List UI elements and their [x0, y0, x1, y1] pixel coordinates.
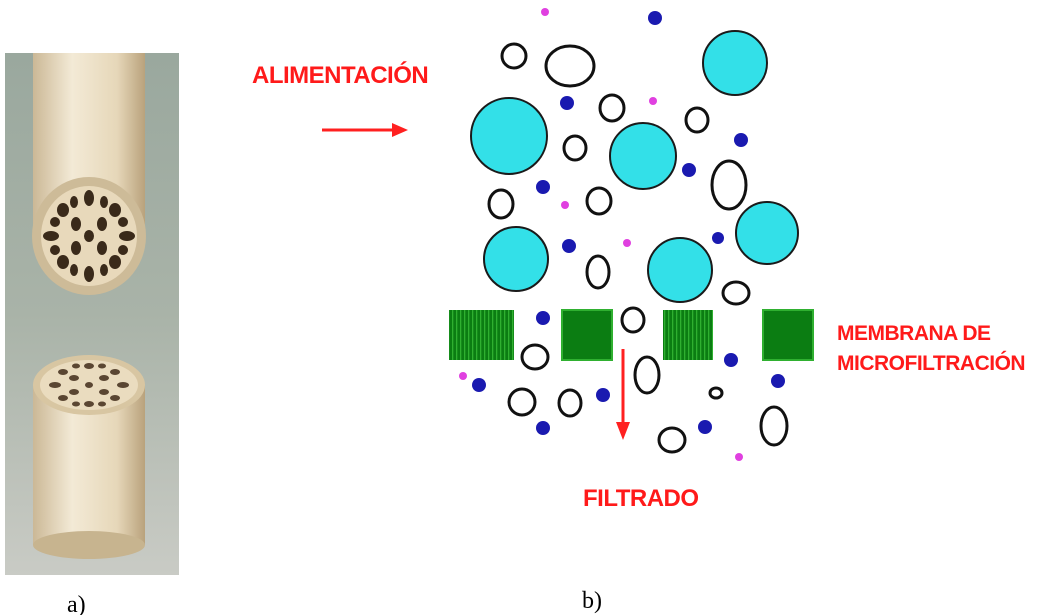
feed-arrow	[322, 123, 408, 137]
tiny-particle	[541, 8, 549, 16]
small-particle	[771, 374, 785, 388]
tiny-particle	[459, 372, 467, 380]
large-particle	[609, 122, 677, 190]
ring-particle	[500, 42, 528, 70]
ring-particle	[710, 159, 748, 211]
small-particle	[536, 421, 550, 435]
large-particle	[483, 226, 549, 292]
small-particle	[560, 96, 574, 110]
membrane-label-line2: MICROFILTRACIÓN	[837, 351, 1025, 375]
filtrate-label: FILTRADO	[583, 485, 699, 512]
membrane-segment	[762, 309, 814, 361]
small-particle	[596, 388, 610, 402]
small-particle	[648, 11, 662, 25]
large-particle	[702, 30, 768, 96]
ring-particle	[507, 387, 537, 417]
small-particle	[562, 239, 576, 253]
membrane-segment	[561, 309, 613, 361]
membrane-segment	[663, 310, 713, 360]
ring-particle	[585, 254, 611, 290]
small-particle	[698, 420, 712, 434]
tiny-particles	[459, 8, 743, 461]
ring-particle	[520, 343, 550, 371]
small-particle	[536, 311, 550, 325]
tiny-particle	[623, 239, 631, 247]
ring-particle	[598, 93, 626, 123]
feed-label: ALIMENTACIÓN	[252, 61, 428, 89]
small-particle	[682, 163, 696, 177]
ring-particles	[487, 42, 789, 454]
small-particles	[472, 11, 785, 435]
short-tube	[33, 355, 145, 559]
tiny-particle	[735, 453, 743, 461]
filtrate-arrow	[616, 349, 630, 440]
ring-particle	[684, 106, 710, 134]
large-particle	[735, 201, 799, 265]
tiny-particle	[561, 201, 569, 209]
caption-b: b)	[582, 588, 602, 614]
small-particle	[472, 378, 486, 392]
ring-particle	[620, 306, 646, 334]
ring-particle	[557, 388, 583, 418]
membrane-segment	[449, 310, 514, 360]
ring-particle	[721, 280, 751, 306]
large-particle	[647, 237, 713, 303]
long-tube	[32, 53, 146, 295]
ring-particle	[585, 186, 613, 216]
large-particles	[470, 30, 799, 303]
ring-particle	[544, 44, 596, 88]
small-particle	[734, 133, 748, 147]
ring-particle	[633, 355, 661, 395]
small-particle	[724, 353, 738, 367]
caption-a: a)	[67, 592, 86, 615]
tiny-particle	[649, 97, 657, 105]
ring-particle	[487, 188, 515, 220]
ceramic-membrane-photo	[5, 53, 179, 575]
ring-particle	[759, 405, 789, 447]
membrane-label-line1: MEMBRANA DE	[837, 322, 991, 345]
ring-particle	[657, 426, 687, 454]
large-particle	[470, 97, 548, 175]
small-particle	[712, 232, 724, 244]
membrane	[449, 309, 814, 361]
small-particle	[536, 180, 550, 194]
ring-particle	[562, 134, 588, 162]
ring-particle	[708, 386, 724, 400]
